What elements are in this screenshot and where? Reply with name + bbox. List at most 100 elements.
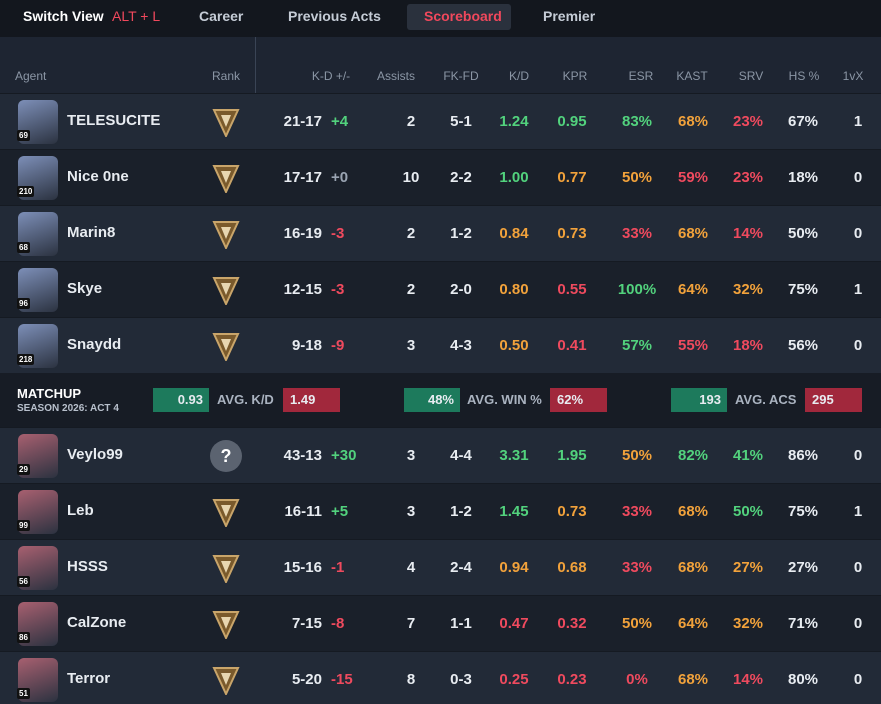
rank-shape <box>212 165 240 195</box>
player-name[interactable]: Terror <box>67 670 111 687</box>
player-name[interactable]: Veylo99 <box>67 446 123 463</box>
rank-shape <box>212 109 240 139</box>
stat-srv: 23% <box>732 113 764 130</box>
nav-tab[interactable]: Career <box>199 8 244 24</box>
nav-tab[interactable]: Premier <box>543 8 596 24</box>
divider <box>255 37 256 93</box>
stat-kast: 59% <box>677 169 709 186</box>
stat-kast: 64% <box>677 281 709 298</box>
stat-assists: 7 <box>406 615 416 632</box>
player-level: 29 <box>17 464 30 475</box>
stat-fkfd: 4-4 <box>450 447 472 464</box>
player-name[interactable]: HSSS <box>67 558 108 575</box>
stat-srv: 32% <box>732 281 764 298</box>
player-row[interactable]: 86 CalZone 7-15 -8 7 1-1 0.47 0.32 50% 64% 32% 71% 0 <box>0 595 881 652</box>
stat-clutch: 0 <box>853 337 863 354</box>
nav-tab[interactable]: Scoreboard <box>424 8 502 24</box>
stat-label: AVG. ACS <box>735 392 797 407</box>
player-row[interactable]: 29 Veylo99? 43-13 +30 3 4-4 3.31 1.95 50% 82% 41% 8… <box>0 427 881 484</box>
rank-icon <box>212 219 240 251</box>
player-name[interactable]: Nice 0ne <box>67 168 129 185</box>
player-level: 68 <box>17 242 30 253</box>
stat-assists: 8 <box>406 671 416 688</box>
player-level: 218 <box>17 354 35 365</box>
team2-stat: 62% <box>550 388 607 412</box>
player-name[interactable]: Snaydd <box>67 336 122 353</box>
player-level: 69 <box>17 130 30 141</box>
column-header: KAST <box>676 69 708 83</box>
player-row[interactable]: 69 TELESUCITE 21-17 +4 2 5-1 1.24 0.95 83% 68% 23%… <box>0 93 881 150</box>
stat-kdr: 1.00 <box>499 169 529 186</box>
stat-esr: 50% <box>621 447 653 464</box>
stat-esr: 83% <box>621 113 653 130</box>
stat-assists: 4 <box>406 559 416 576</box>
stat-clutch: 1 <box>853 503 863 520</box>
stat-esr: 0% <box>626 671 648 688</box>
player-row[interactable]: 99 Leb 16-11 +5 3 1-2 1.45 0.73 33% 68% 50% 75% 1 <box>0 483 881 540</box>
stat-kpr: 0.95 <box>557 113 587 130</box>
player-row[interactable]: 68 Marin8 16-19 -3 2 1-2 0.84 0.73 33% 68% 14% 50% 0 <box>0 205 881 262</box>
player-row[interactable]: 96 Skye 12-15 -3 2 2-0 0.80 0.55 100% 64% 32% 75% 1 <box>0 261 881 318</box>
stat-srv: 41% <box>732 447 764 464</box>
team2-stat: 1.49 <box>283 388 340 412</box>
player-name[interactable]: Skye <box>67 280 103 297</box>
kd-diff: -3 <box>331 225 345 242</box>
stat-srv: 14% <box>732 225 764 242</box>
rank-shape <box>212 555 240 585</box>
stat-kpr: 0.73 <box>557 225 587 242</box>
stat-clutch: 0 <box>853 447 863 464</box>
stat-kast: 68% <box>677 113 709 130</box>
stat-hs: 27% <box>787 559 819 576</box>
player-name[interactable]: Marin8 <box>67 224 116 241</box>
kd-diff: -15 <box>331 671 353 688</box>
player-row[interactable]: 56 HSSS 15-16 -1 4 2-4 0.94 0.68 33% 68% 27% 27% 0 <box>0 539 881 596</box>
stat-fkfd: 1-2 <box>450 503 472 520</box>
rank-icon <box>212 497 240 529</box>
player-level: 210 <box>17 186 35 197</box>
stat-esr: 50% <box>621 169 653 186</box>
stat-fkfd: 2-2 <box>450 169 472 186</box>
switch-view-label[interactable]: Switch View <box>23 8 104 24</box>
column-header: K-D +/- <box>311 69 351 83</box>
stat-fkfd: 2-0 <box>450 281 472 298</box>
player-name[interactable]: Leb <box>67 502 94 519</box>
rank-icon <box>212 163 240 195</box>
stat-hs: 80% <box>787 671 819 688</box>
stat-clutch: 0 <box>853 169 863 186</box>
rank-shape <box>212 611 240 641</box>
player-row[interactable]: 218 Snaydd 9-18 -9 3 4-3 0.50 0.41 57% 55% 18% 56% 0 <box>0 317 881 374</box>
player-name[interactable]: CalZone <box>67 614 127 631</box>
stat-kdr: 0.80 <box>499 281 529 298</box>
stat-kast: 64% <box>677 615 709 632</box>
stat-fkfd: 1-1 <box>450 615 472 632</box>
stat-kdr: 1.45 <box>499 503 529 520</box>
stat-kpr: 0.73 <box>557 503 587 520</box>
stat-hs: 50% <box>787 225 819 242</box>
stat-kdr: 0.84 <box>499 225 529 242</box>
kd: 21-17 <box>283 113 322 130</box>
stat-assists: 2 <box>406 225 416 242</box>
stat-kast: 82% <box>677 447 709 464</box>
stat-fkfd: 4-3 <box>450 337 472 354</box>
nav-tab[interactable]: Previous Acts <box>288 8 381 24</box>
player-row[interactable]: 51 Terror 5-20 -15 8 0-3 0.25 0.23 0% 68% 14% 80% 0 <box>0 651 881 704</box>
matchup-bar: MATCHUP SEASON 2026: ACT 4 0.93 AVG. K/D 1.4… <box>0 373 881 427</box>
stat-hs: 75% <box>787 503 819 520</box>
column-header: HS % <box>788 69 820 83</box>
stat-kast: 68% <box>677 225 709 242</box>
player-row[interactable]: 210 Nice 0ne 17-17 +0 10 2-2 1.00 0.77 50% 59% 23%… <box>0 149 881 206</box>
stat-fkfd: 1-2 <box>450 225 472 242</box>
player-name[interactable]: TELESUCITE <box>67 112 161 129</box>
rank-unknown: ? <box>210 440 242 472</box>
kd-diff: -1 <box>331 559 345 576</box>
rank-icon <box>212 665 240 697</box>
kd-diff: +4 <box>331 113 349 130</box>
player-level: 56 <box>17 576 30 587</box>
stat-assists: 3 <box>406 337 416 354</box>
header-bar <box>0 37 881 93</box>
stat-kpr: 1.95 <box>557 447 587 464</box>
stat-esr: 33% <box>621 559 653 576</box>
stat-kpr: 0.41 <box>557 337 587 354</box>
stat-srv: 27% <box>732 559 764 576</box>
stat-kpr: 0.77 <box>557 169 587 186</box>
